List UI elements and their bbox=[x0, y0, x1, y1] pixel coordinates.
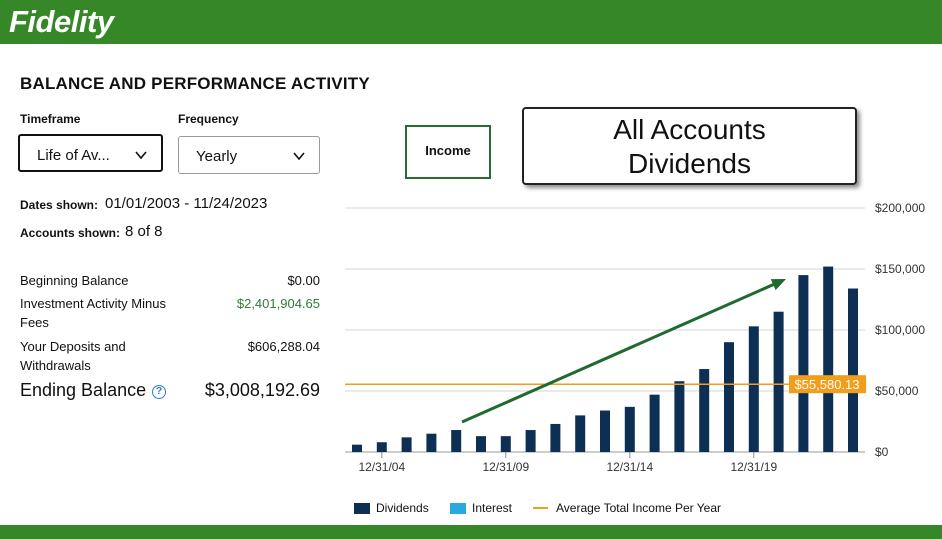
bar-dividends bbox=[401, 437, 412, 452]
bar-dividends bbox=[500, 436, 511, 452]
trend-arrow-head bbox=[770, 279, 786, 291]
chart-y-ticks: $0 $50,000 $100,000 $150,000 $200,000 bbox=[875, 201, 925, 459]
bar-dividends bbox=[823, 266, 834, 452]
y-tick-label: $150,000 bbox=[875, 262, 925, 276]
x-tick-label: 12/31/04 bbox=[358, 460, 405, 474]
bar-dividends bbox=[451, 430, 462, 452]
legend-interest-label: Interest bbox=[472, 501, 513, 515]
chart-x-ticks: 12/31/04 12/31/09 12/31/14 12/31/19 bbox=[358, 452, 777, 474]
bar-dividends bbox=[624, 406, 635, 452]
fidelity-logo[interactable]: Fidelity bbox=[9, 4, 114, 39]
income-tab-button[interactable]: Income bbox=[405, 125, 491, 179]
annotation-callout: All Accounts Dividends bbox=[522, 107, 857, 185]
y-tick-label: $100,000 bbox=[875, 323, 925, 337]
dates-value: 01/01/2003 - 11/24/2023 bbox=[105, 195, 268, 212]
ending-balance-text: Ending Balance bbox=[20, 380, 147, 400]
ending-balance-value: $3,008,192.69 bbox=[204, 380, 320, 400]
x-tick-label: 12/31/09 bbox=[482, 460, 529, 474]
frequency-value: Yearly bbox=[196, 148, 238, 165]
interest-swatch bbox=[450, 502, 466, 514]
frequency-select[interactable]: Yearly bbox=[178, 136, 320, 174]
bar-dividends bbox=[724, 342, 734, 452]
chevron-down-icon bbox=[135, 151, 147, 160]
bar-dividends bbox=[748, 326, 759, 452]
callout-line-2: Dividends bbox=[628, 148, 751, 179]
accounts-value: 8 of 8 bbox=[125, 223, 163, 240]
bar-dividends bbox=[525, 430, 536, 452]
ending-balance-label: Ending Balance? bbox=[20, 380, 167, 401]
bar-dividends bbox=[649, 394, 660, 452]
investment-activity-label: Investment Activity Minus Fees bbox=[20, 296, 166, 330]
timeframe-label: Timeframe bbox=[20, 112, 81, 126]
bar-dividends bbox=[600, 410, 610, 452]
callout-line-1: All Accounts bbox=[613, 114, 766, 145]
bar-dividends bbox=[848, 288, 858, 452]
timeframe-value: Life of Av... bbox=[37, 147, 110, 164]
legend-average[interactable]: Average Total Income Per Year bbox=[533, 501, 721, 515]
top-banner: Fidelity bbox=[0, 0, 942, 44]
dividends-swatch bbox=[354, 502, 370, 514]
bottom-banner bbox=[0, 525, 942, 539]
bar-dividends bbox=[476, 436, 486, 452]
y-tick-label: $0 bbox=[875, 445, 889, 459]
bar-dividends bbox=[674, 381, 685, 452]
chart-bars bbox=[352, 266, 858, 452]
bar-dividends bbox=[798, 275, 809, 452]
bar-dividends bbox=[352, 444, 362, 452]
timeframe-select[interactable]: Life of Av... bbox=[18, 134, 163, 172]
bar-dividends bbox=[376, 442, 387, 452]
y-tick-label: $200,000 bbox=[875, 201, 925, 215]
legend-dividends[interactable]: Dividends bbox=[354, 501, 429, 515]
legend-average-label: Average Total Income Per Year bbox=[556, 501, 721, 515]
y-tick-label: $50,000 bbox=[875, 384, 919, 398]
bar-dividends bbox=[699, 369, 710, 452]
chevron-down-icon bbox=[293, 152, 305, 161]
legend-interest[interactable]: Interest bbox=[450, 501, 512, 515]
page-title: BALANCE AND PERFORMANCE ACTIVITY bbox=[20, 74, 370, 93]
help-icon[interactable]: ? bbox=[152, 385, 167, 399]
dates-label: Dates shown: bbox=[20, 198, 99, 212]
x-tick-label: 12/31/19 bbox=[730, 460, 777, 474]
chart-average-line: $55,580.13 bbox=[345, 375, 866, 394]
deposits-value: $606,288.04 bbox=[247, 339, 320, 354]
beginning-balance-label: Beginning Balance bbox=[20, 273, 129, 288]
average-label: $55,580.13 bbox=[794, 377, 859, 392]
legend-dividends-label: Dividends bbox=[376, 501, 429, 515]
accounts-label: Accounts shown: bbox=[20, 226, 121, 240]
bar-dividends bbox=[550, 423, 561, 452]
trend-arrow bbox=[461, 279, 786, 424]
x-tick-label: 12/31/14 bbox=[606, 460, 653, 474]
bar-dividends bbox=[426, 433, 437, 452]
trend-arrow-line bbox=[461, 281, 779, 424]
average-label-bg bbox=[789, 375, 866, 394]
beginning-balance-value: $0.00 bbox=[287, 273, 320, 288]
bar-dividends bbox=[773, 311, 784, 452]
average-swatch bbox=[533, 507, 548, 509]
bar-dividends bbox=[575, 415, 586, 452]
frequency-label: Frequency bbox=[178, 112, 239, 126]
deposits-label: Your Deposits and Withdrawals bbox=[20, 339, 126, 373]
investment-activity-value: $2,401,904.65 bbox=[236, 296, 320, 311]
